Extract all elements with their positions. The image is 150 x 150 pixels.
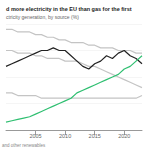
svg-text:2005: 2005 — [29, 133, 41, 139]
svg-text:2020: 2020 — [118, 133, 130, 139]
svg-text:2010: 2010 — [59, 133, 71, 139]
svg-text:and other renewables: and other renewables — [2, 143, 46, 148]
svg-text:ctricity generation, by source: ctricity generation, by source (%) — [6, 14, 79, 20]
svg-text:d more electricity in the EU t: d more electricity in the EU than gas fo… — [6, 6, 132, 12]
svg-text:2015: 2015 — [89, 133, 101, 139]
